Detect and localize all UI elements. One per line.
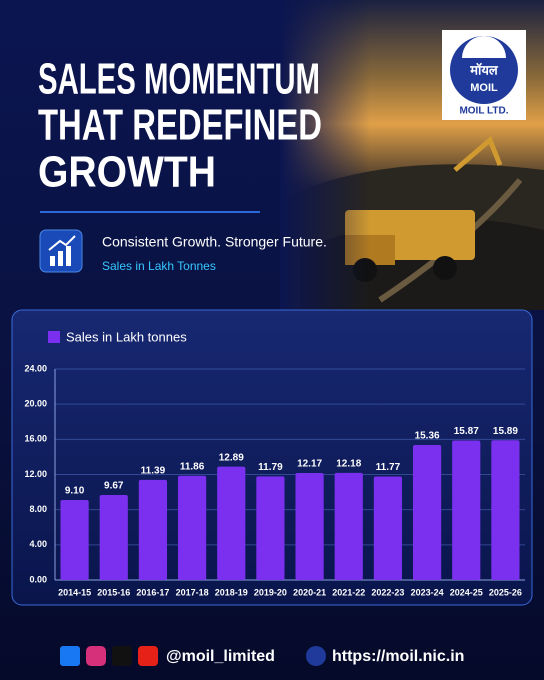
bar — [452, 440, 481, 580]
value-label: 15.87 — [454, 426, 479, 437]
bar — [412, 444, 442, 580]
chart: 0.00 4.00 8.00 12.00 16.00 20.00 24.00 Sales in… — [24, 329, 525, 597]
x-tick-label: 2014-15 — [58, 587, 91, 597]
value-label: 11.77 — [376, 462, 401, 473]
title-line: THAT REDEFINED — [38, 101, 322, 150]
subtitle: Sales in Lakh Tonnes — [102, 259, 216, 273]
bar — [334, 472, 363, 580]
bar — [60, 499, 89, 580]
x-tick-label: 2016-17 — [136, 587, 169, 597]
bar — [99, 494, 128, 580]
bar — [295, 473, 324, 580]
value-label: 11.39 — [141, 466, 166, 477]
x-tick-label: 2023-24 — [411, 587, 444, 597]
x-tick-label: 2021-22 — [332, 587, 365, 597]
logo-name: MOIL — [470, 82, 498, 94]
value-label: 12.17 — [297, 459, 322, 470]
bar — [373, 476, 403, 580]
x-tick-label: 2019-20 — [254, 587, 287, 597]
y-tick-label: 8.00 — [29, 504, 47, 514]
x-tick-label: 2020-21 — [293, 587, 326, 597]
legend-swatch — [48, 331, 60, 343]
title-line: SALES MOMENTUM — [38, 55, 320, 104]
x-tick-label: 2022-23 — [371, 587, 404, 597]
y-tick-label: 4.00 — [29, 539, 47, 549]
website: https://moil.nic.in — [332, 648, 464, 665]
social-handle: @moil_limited — [166, 648, 275, 665]
legend-label: Sales in Lakh tonnes — [66, 329, 187, 344]
value-label: 15.36 — [415, 431, 440, 442]
value-label: 9.67 — [104, 481, 124, 492]
bar — [138, 479, 168, 580]
value-label: 11.79 — [258, 462, 283, 473]
y-tick-label: 20.00 — [24, 399, 47, 409]
logo-hindi: मॉयल — [469, 62, 499, 77]
x-tick-label: 2018-19 — [215, 587, 248, 597]
x-tick-label: 2017-18 — [176, 587, 209, 597]
logo: मॉयल MOIL MOIL LTD. — [442, 30, 526, 120]
value-label: 12.18 — [336, 459, 361, 470]
bar — [256, 476, 285, 580]
value-label: 9.10 — [65, 486, 85, 497]
y-tick-label: 0.00 — [29, 574, 47, 584]
social-icons — [60, 646, 326, 666]
y-tick-label: 12.00 — [24, 469, 47, 479]
value-label: 11.86 — [180, 461, 205, 472]
growth-icon — [39, 229, 83, 273]
logo-company: MOIL LTD. — [459, 106, 508, 117]
divider — [40, 211, 260, 213]
bar — [491, 440, 520, 580]
title: SALES MOMENTUM THAT REDEFINED GROWTH — [38, 55, 322, 197]
y-tick-label: 16.00 — [24, 434, 47, 444]
value-label: 15.89 — [493, 426, 518, 437]
y-tick-label: 24.00 — [24, 363, 47, 373]
bar — [177, 475, 207, 580]
value-label: 12.89 — [219, 452, 244, 463]
bar — [217, 466, 246, 580]
x-tick-label: 2025-26 — [489, 587, 522, 597]
title-line: GROWTH — [38, 148, 216, 197]
tagline: Consistent Growth. Stronger Future. — [102, 234, 327, 250]
x-tick-label: 2024-25 — [450, 587, 483, 597]
x-tick-label: 2015-16 — [97, 587, 130, 597]
